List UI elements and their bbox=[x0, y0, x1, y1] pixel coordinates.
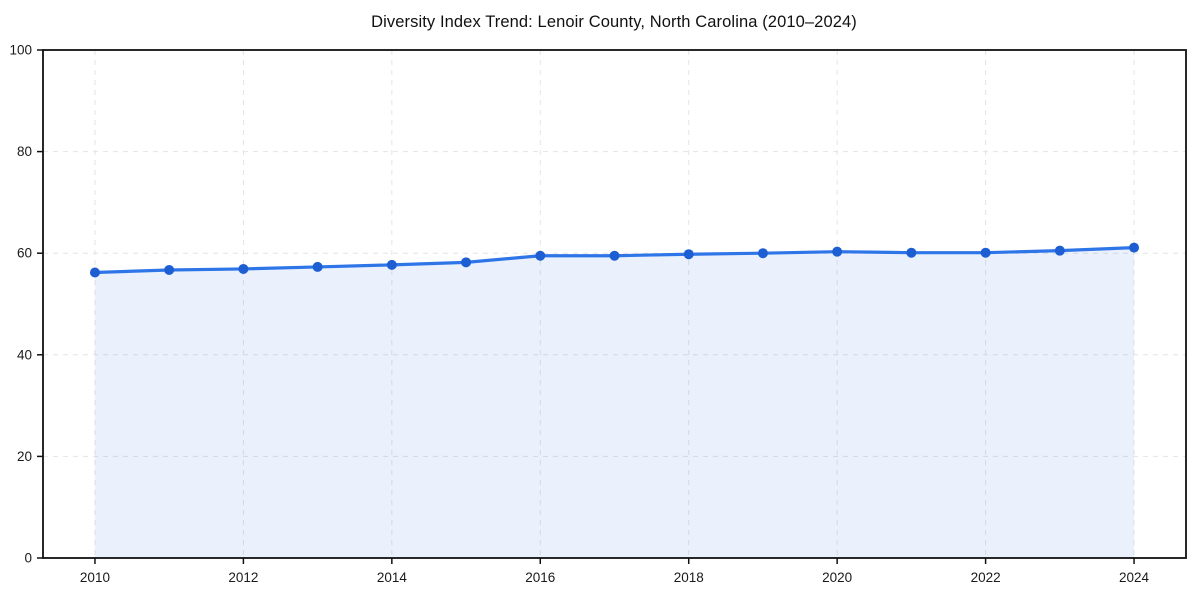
y-tick-label: 60 bbox=[17, 246, 32, 261]
plot-border bbox=[42, 49, 1187, 559]
data-point bbox=[906, 247, 917, 258]
data-point bbox=[164, 264, 175, 275]
x-tick-label: 2010 bbox=[80, 570, 110, 585]
x-tick-label: 2016 bbox=[525, 570, 555, 585]
series-area-fill bbox=[94, 247, 1135, 558]
x-tick-label: 2020 bbox=[822, 570, 852, 585]
data-point bbox=[535, 250, 546, 261]
data-point bbox=[1129, 242, 1140, 253]
data-point bbox=[609, 250, 620, 261]
data-point bbox=[461, 257, 472, 268]
y-tick-label: 100 bbox=[9, 43, 32, 58]
data-point bbox=[238, 263, 249, 274]
data-point bbox=[89, 267, 100, 278]
x-tick-label: 2022 bbox=[971, 570, 1001, 585]
data-point bbox=[683, 249, 694, 260]
data-point bbox=[386, 259, 397, 270]
y-tick-label: 20 bbox=[17, 449, 32, 464]
x-tick-label: 2012 bbox=[228, 570, 258, 585]
x-tick-label: 2024 bbox=[1119, 570, 1150, 585]
y-tick-label: 0 bbox=[24, 551, 32, 566]
y-tick-label: 40 bbox=[17, 347, 32, 362]
y-tick-label: 80 bbox=[17, 144, 32, 159]
x-tick-label: 2018 bbox=[674, 570, 704, 585]
data-point bbox=[980, 247, 991, 258]
data-point bbox=[312, 261, 323, 272]
chart-title: Diversity Index Trend: Lenoir County, No… bbox=[371, 13, 857, 31]
data-point bbox=[832, 246, 843, 257]
data-point bbox=[1054, 245, 1065, 256]
x-tick-label: 2014 bbox=[377, 570, 408, 585]
data-point bbox=[757, 248, 768, 259]
